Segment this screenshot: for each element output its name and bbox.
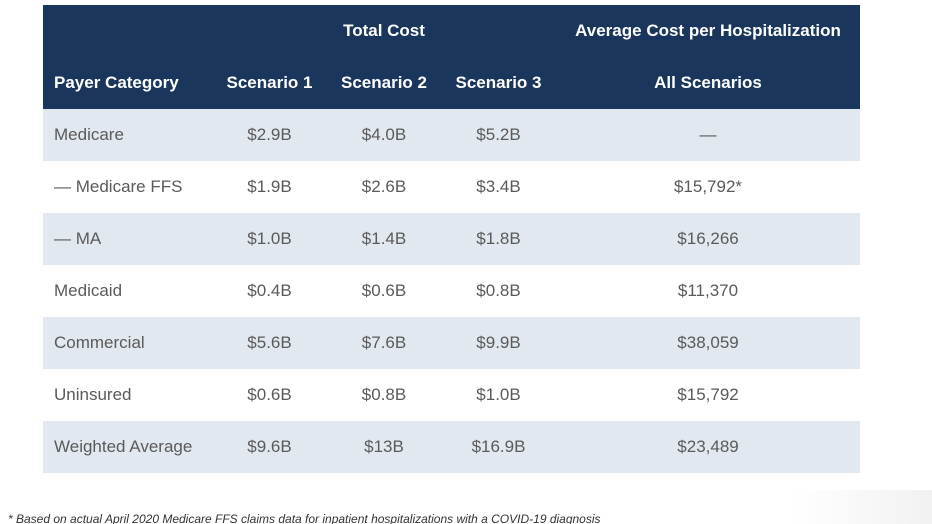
column-payer-category: Payer Category bbox=[43, 57, 212, 109]
scenario-3-cell: $1.0B bbox=[441, 369, 557, 421]
header-group-row: Total Cost Average Cost per Hospitalizat… bbox=[43, 5, 861, 57]
footnote: * Based on actual April 2020 Medicare FF… bbox=[8, 512, 601, 524]
scenario-2-cell: $0.6B bbox=[327, 265, 441, 317]
scenario-3-cell: $1.8B bbox=[441, 213, 557, 265]
row-label: Uninsured bbox=[43, 369, 212, 421]
average-cost-cell: $16,266 bbox=[556, 213, 861, 265]
row-label: Medicaid bbox=[43, 265, 212, 317]
column-all-scenarios: All Scenarios bbox=[556, 57, 861, 109]
table-body: Medicare $2.9B $4.0B $5.2B — — Medicare … bbox=[43, 109, 861, 473]
scenario-3-cell: $16.9B bbox=[441, 421, 557, 473]
header-average-cost: Average Cost per Hospitalization bbox=[556, 5, 861, 57]
scenario-1-cell: $1.9B bbox=[212, 161, 327, 213]
scenario-1-cell: $5.6B bbox=[212, 317, 327, 369]
header-column-row: Payer Category Scenario 1 Scenario 2 Sce… bbox=[43, 57, 861, 109]
row-label: Weighted Average bbox=[43, 421, 212, 473]
column-scenario-1: Scenario 1 bbox=[212, 57, 327, 109]
table-row: Commercial $5.6B $7.6B $9.9B $38,059 bbox=[43, 317, 861, 369]
scenario-2-cell: $4.0B bbox=[327, 109, 441, 161]
average-cost-cell: $15,792 bbox=[556, 369, 861, 421]
table-row: Uninsured $0.6B $0.8B $1.0B $15,792 bbox=[43, 369, 861, 421]
table-row: — Medicare FFS $1.9B $2.6B $3.4B $15,792… bbox=[43, 161, 861, 213]
average-cost-cell: $38,059 bbox=[556, 317, 861, 369]
scenario-1-cell: $2.9B bbox=[212, 109, 327, 161]
scenario-3-cell: $3.4B bbox=[441, 161, 557, 213]
header-empty-cell bbox=[43, 5, 212, 57]
column-scenario-2: Scenario 2 bbox=[327, 57, 441, 109]
scenario-2-cell: $2.6B bbox=[327, 161, 441, 213]
scenario-3-cell: $5.2B bbox=[441, 109, 557, 161]
table-row: Medicare $2.9B $4.0B $5.2B — bbox=[43, 109, 861, 161]
row-label: Commercial bbox=[43, 317, 212, 369]
table-row: Medicaid $0.4B $0.6B $0.8B $11,370 bbox=[43, 265, 861, 317]
scenario-3-cell: $0.8B bbox=[441, 265, 557, 317]
scenario-2-cell: $7.6B bbox=[327, 317, 441, 369]
bottom-fade bbox=[0, 490, 932, 524]
average-cost-cell: — bbox=[556, 109, 861, 161]
scenario-3-cell: $9.9B bbox=[441, 317, 557, 369]
row-label: Medicare bbox=[43, 109, 212, 161]
row-label: — MA bbox=[43, 213, 212, 265]
row-label: — Medicare FFS bbox=[43, 161, 212, 213]
average-cost-cell: $11,370 bbox=[556, 265, 861, 317]
scenario-1-cell: $1.0B bbox=[212, 213, 327, 265]
table-row: — MA $1.0B $1.4B $1.8B $16,266 bbox=[43, 213, 861, 265]
column-scenario-3: Scenario 3 bbox=[441, 57, 557, 109]
scenario-2-cell: $0.8B bbox=[327, 369, 441, 421]
header-total-cost: Total Cost bbox=[212, 5, 557, 57]
scenario-2-cell: $1.4B bbox=[327, 213, 441, 265]
scenario-1-cell: $0.6B bbox=[212, 369, 327, 421]
scenario-2-cell: $13B bbox=[327, 421, 441, 473]
scenario-1-cell: $9.6B bbox=[212, 421, 327, 473]
average-cost-cell: $15,792* bbox=[556, 161, 861, 213]
cost-table: Total Cost Average Cost per Hospitalizat… bbox=[43, 5, 861, 473]
table-row: Weighted Average $9.6B $13B $16.9B $23,4… bbox=[43, 421, 861, 473]
scenario-1-cell: $0.4B bbox=[212, 265, 327, 317]
table-header: Total Cost Average Cost per Hospitalizat… bbox=[43, 5, 861, 109]
average-cost-cell: $23,489 bbox=[556, 421, 861, 473]
